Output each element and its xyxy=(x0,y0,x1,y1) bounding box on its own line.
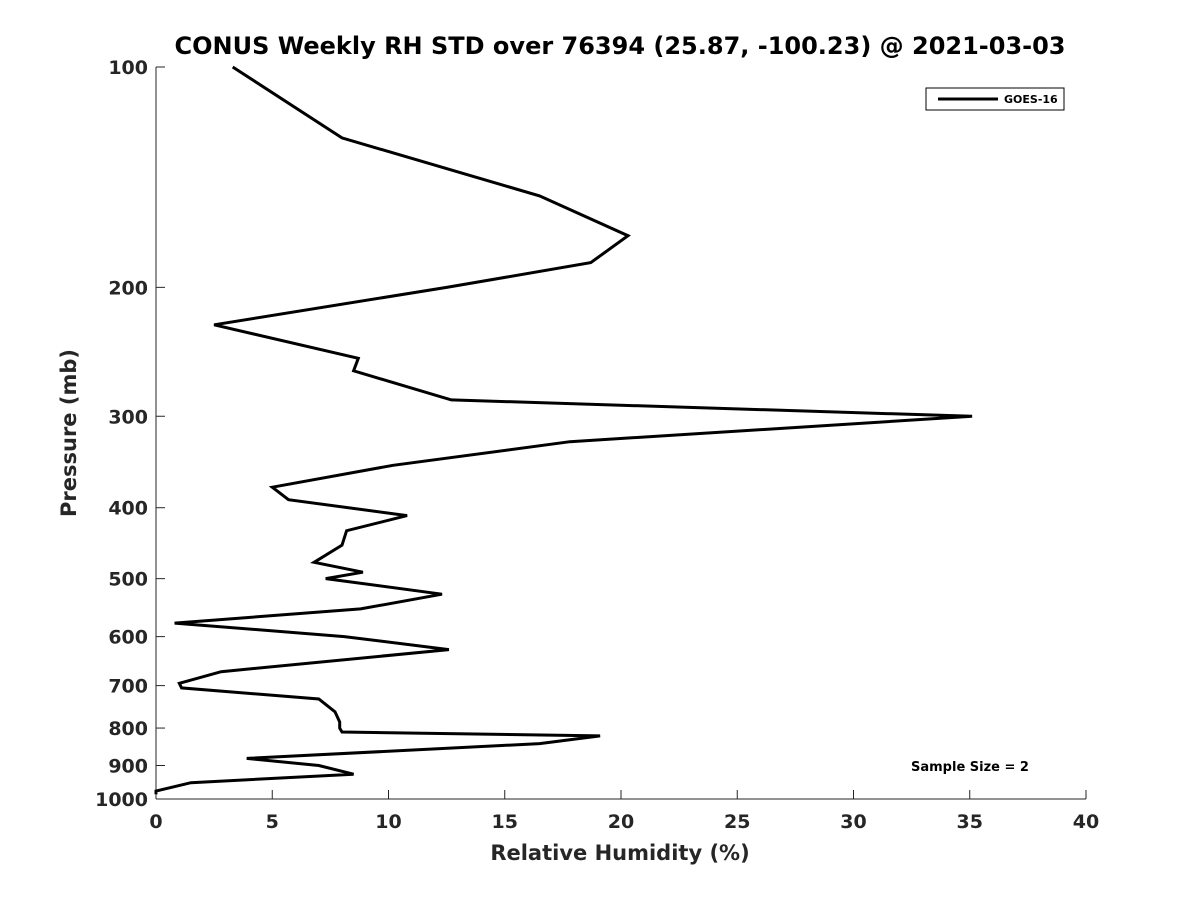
x-tick-label: 30 xyxy=(840,811,866,833)
y-tick-label: 300 xyxy=(108,406,148,428)
plot-area xyxy=(156,67,1086,799)
y-tick-label: 400 xyxy=(108,498,148,520)
y-tick-label: 600 xyxy=(108,627,148,649)
y-tick-label: 100 xyxy=(108,57,148,79)
y-axis-label: Pressure (mb) xyxy=(57,349,81,517)
x-tick-label: 10 xyxy=(375,811,401,833)
series-line-goes-16 xyxy=(154,65,973,795)
chart-title: CONUS Weekly RH STD over 76394 (25.87, -… xyxy=(174,32,1065,60)
x-tick-label: 25 xyxy=(724,811,750,833)
series-layer xyxy=(154,65,973,795)
sample-size-annotation: Sample Size = 2 xyxy=(911,760,1029,775)
x-tick-label: 40 xyxy=(1073,811,1099,833)
x-tick-label: 0 xyxy=(149,811,162,833)
x-tick-label: 20 xyxy=(608,811,634,833)
x-tick-label: 35 xyxy=(957,811,983,833)
y-tick-label: 900 xyxy=(108,756,148,778)
y-tick-label: 1000 xyxy=(95,789,148,811)
y-tick-label: 800 xyxy=(108,718,148,740)
x-tick-label: 15 xyxy=(492,811,518,833)
legend-label-goes-16: GOES-16 xyxy=(1004,93,1058,106)
y-tick-label: 200 xyxy=(108,277,148,299)
y-tick-label: 500 xyxy=(108,569,148,591)
x-axis-label: Relative Humidity (%) xyxy=(490,841,749,865)
y-tick-label: 700 xyxy=(108,676,148,698)
legend: GOES-16 xyxy=(925,87,1065,111)
x-tick-label: 5 xyxy=(266,811,279,833)
ticks: 0 5 10 15 20 25 30 35 40 100 200 300 400 500 600 700 800… xyxy=(95,57,1099,833)
